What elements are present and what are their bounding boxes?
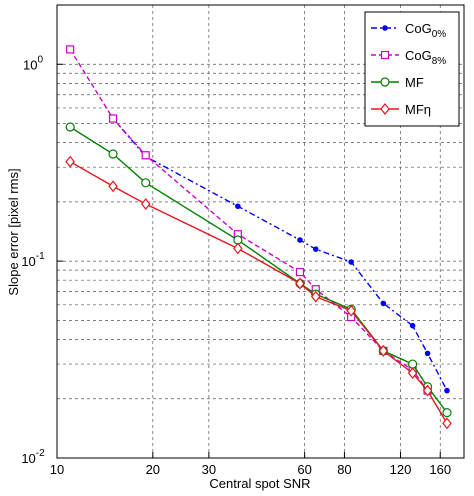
point xyxy=(108,180,118,193)
y-tick-base: 10 xyxy=(23,57,37,72)
legend-name: MF xyxy=(405,75,424,90)
point xyxy=(141,151,150,160)
point xyxy=(65,122,75,132)
x-axis-label: Central spot SNR xyxy=(209,476,310,491)
x-tick-label: 20 xyxy=(146,462,160,477)
x-tick-label: 80 xyxy=(337,462,351,477)
point xyxy=(348,259,354,265)
y-tick-label: 10-1 xyxy=(21,251,45,269)
legend-marker xyxy=(380,77,390,87)
point xyxy=(233,242,243,255)
legend-label: MFη xyxy=(405,102,431,117)
point xyxy=(312,246,319,252)
legend-marker xyxy=(382,25,388,31)
y-tick-label: 100 xyxy=(23,54,43,72)
point xyxy=(141,178,151,188)
y-tick-base: 10 xyxy=(21,254,35,269)
x-tick-label: 10 xyxy=(50,462,64,477)
point xyxy=(295,267,305,277)
legend-label: MF xyxy=(405,75,424,90)
legend-sub: 8% xyxy=(432,56,447,67)
legend-label: CoG8% xyxy=(405,48,446,67)
y-tick-exp: -1 xyxy=(36,251,45,262)
plot-frame xyxy=(56,4,465,459)
point xyxy=(295,277,305,290)
point xyxy=(66,45,75,54)
series-line xyxy=(69,161,448,424)
point xyxy=(108,114,118,123)
x-tick-label: 60 xyxy=(297,462,311,477)
y-tick-exp: 0 xyxy=(37,54,43,65)
point xyxy=(424,350,431,357)
y-tick-exp: -2 xyxy=(36,448,45,459)
y-tick-base: 10 xyxy=(21,451,35,466)
point xyxy=(65,155,75,168)
series-line xyxy=(69,49,429,391)
legend-sub: 0% xyxy=(432,29,447,40)
point xyxy=(444,387,450,394)
point xyxy=(235,203,241,210)
point xyxy=(346,304,356,317)
y-tick-label: 10-2 xyxy=(21,448,45,466)
point xyxy=(297,237,303,243)
legend-marker xyxy=(380,103,390,115)
point xyxy=(408,359,418,369)
point xyxy=(442,408,452,418)
legend-box xyxy=(364,11,460,127)
series-line xyxy=(112,118,448,391)
point xyxy=(409,322,416,329)
legend-name: MFη xyxy=(405,102,431,117)
x-tick-label: 30 xyxy=(202,462,216,477)
point xyxy=(108,149,118,159)
y-axis-label: Slope error [pixel rms] xyxy=(6,168,21,295)
legend-marker xyxy=(380,50,390,60)
point xyxy=(310,290,321,303)
point xyxy=(442,417,452,430)
x-tick-label: 120 xyxy=(390,462,412,477)
point xyxy=(422,384,433,397)
point xyxy=(140,198,151,210)
legend-name: CoG xyxy=(405,21,432,36)
x-tick-label: 160 xyxy=(429,462,451,477)
legend-name: CoG xyxy=(405,48,432,63)
point xyxy=(407,367,418,380)
legend-label: CoG0% xyxy=(405,21,446,40)
point xyxy=(380,300,387,307)
series-line xyxy=(69,126,448,414)
point xyxy=(378,344,389,357)
